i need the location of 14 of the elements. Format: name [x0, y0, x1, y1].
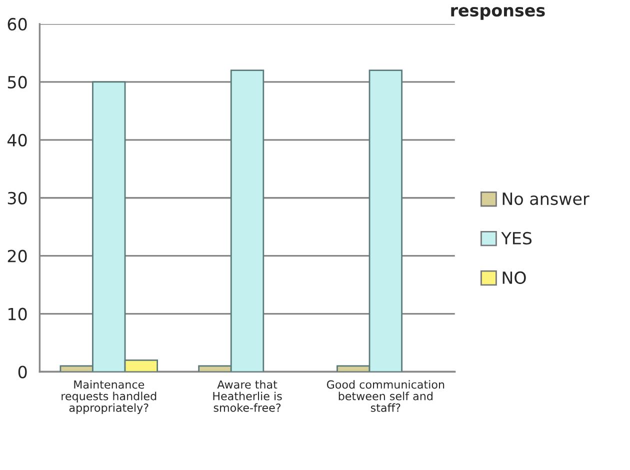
- legend-label: YES: [501, 232, 532, 245]
- x-tick-label: Good communication between self and staff?: [326, 380, 444, 412]
- y-tick-label: 20: [8, 250, 27, 262]
- x-tick-label: Aware that Heatherlie is smoke-free?: [213, 380, 282, 412]
- x-tick-label: Maintenance requests handled appropriately?: [62, 380, 156, 414]
- legend-label: NO: [502, 271, 526, 284]
- y-tick-label: 30: [8, 192, 27, 204]
- y-tick-label: 0: [18, 366, 27, 378]
- text: responses: [451, 7, 545, 20]
- y-tick-label: 50: [8, 76, 27, 89]
- y-tick-label: 60: [8, 18, 27, 31]
- legend-label: No answer: [502, 192, 590, 206]
- y-tick-label: 10: [8, 308, 27, 320]
- y-tick-label: 40: [7, 134, 27, 146]
